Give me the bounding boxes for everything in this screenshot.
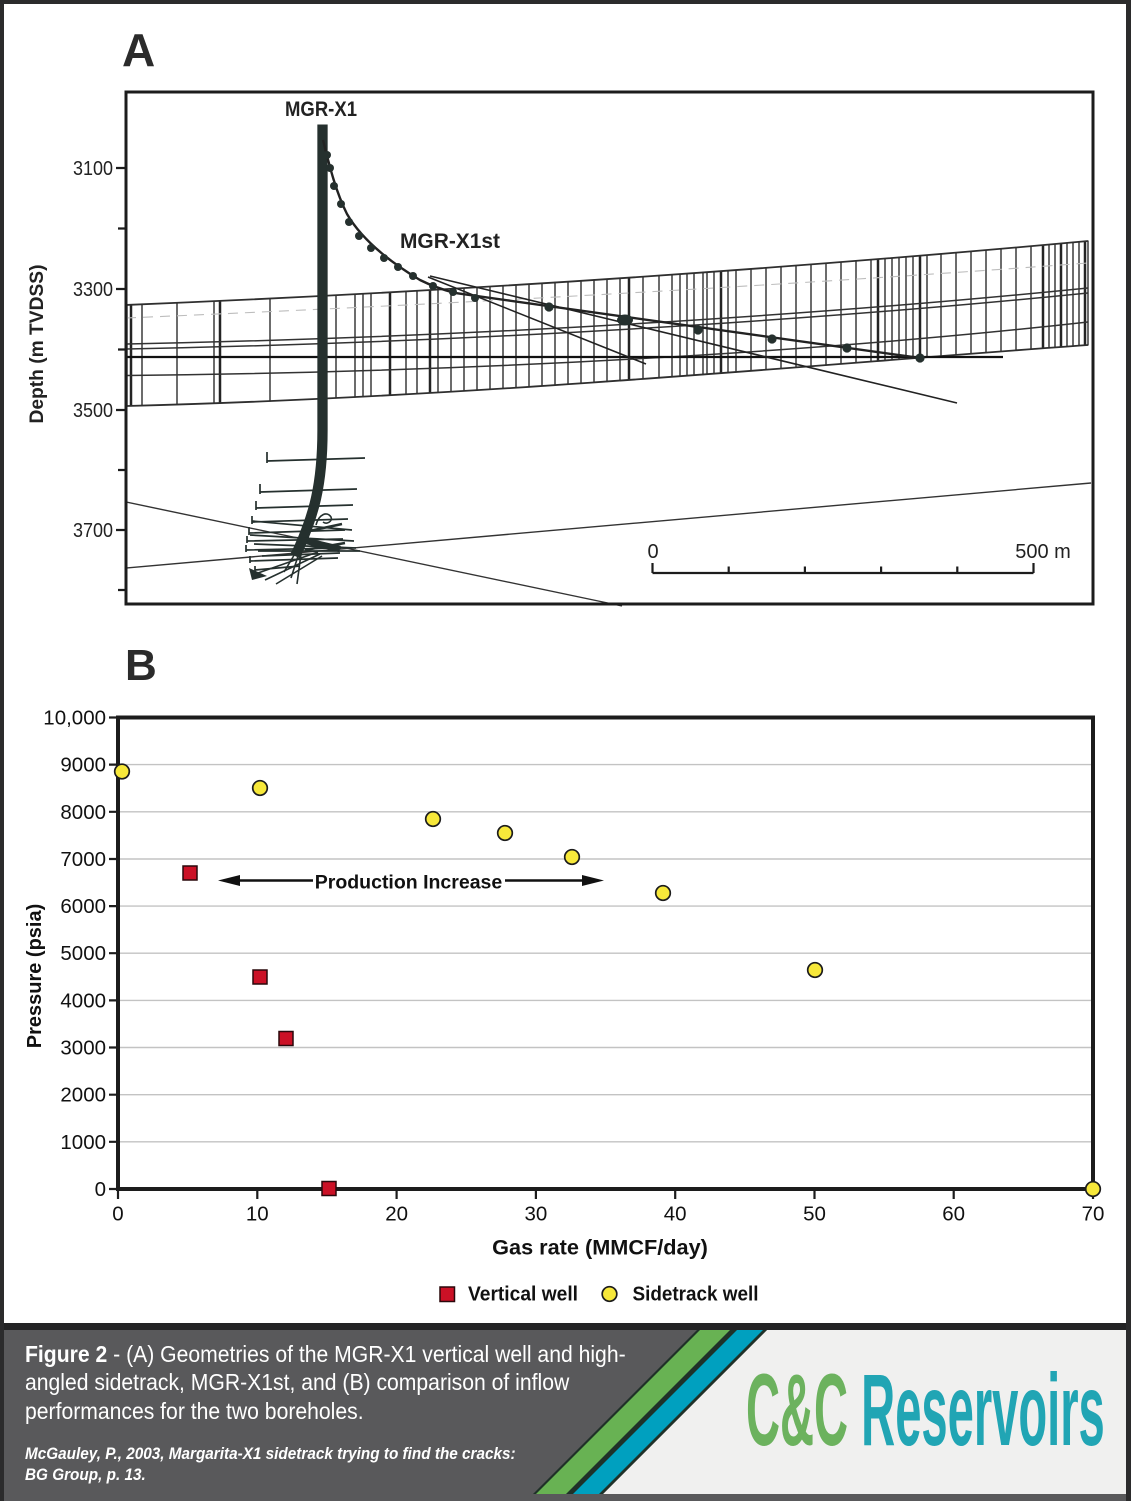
svg-text:Pressure (psia): Pressure (psia) <box>24 904 46 1049</box>
svg-text:3700: 3700 <box>73 520 113 542</box>
svg-text:MGR-X1st: MGR-X1st <box>400 229 500 253</box>
svg-text:A: A <box>122 24 155 76</box>
svg-text:Vertical well: Vertical well <box>468 1284 578 1306</box>
svg-text:Depth (m TVDSS): Depth (m TVDSS) <box>26 265 48 424</box>
svg-text:4000: 4000 <box>60 989 106 1012</box>
svg-text:3300: 3300 <box>73 279 113 301</box>
svg-text:Gas rate (MMCF/day): Gas rate (MMCF/day) <box>492 1235 708 1260</box>
svg-text:40: 40 <box>664 1203 687 1226</box>
svg-text:70: 70 <box>1082 1203 1105 1226</box>
svg-text:500 m: 500 m <box>1015 541 1071 563</box>
svg-text:B: B <box>125 641 157 690</box>
svg-text:8000: 8000 <box>60 801 106 824</box>
svg-text:Sidetrack well: Sidetrack well <box>633 1284 759 1306</box>
svg-text:3100: 3100 <box>73 158 113 180</box>
svg-text:30: 30 <box>524 1203 547 1226</box>
svg-text:C&C Reservoirs: C&C Reservoirs <box>746 1353 1105 1467</box>
svg-text:5000: 5000 <box>60 942 106 965</box>
svg-text:2000: 2000 <box>60 1084 106 1107</box>
svg-text:60: 60 <box>942 1203 965 1226</box>
svg-text:10: 10 <box>246 1203 269 1226</box>
svg-text:0: 0 <box>647 541 658 563</box>
svg-text:0: 0 <box>112 1203 123 1226</box>
svg-text:Production Increase: Production Increase <box>315 872 503 894</box>
svg-text:7000: 7000 <box>60 848 106 871</box>
svg-text:50: 50 <box>803 1203 826 1226</box>
svg-text:9000: 9000 <box>60 754 106 777</box>
svg-text:20: 20 <box>385 1203 408 1226</box>
svg-text:3000: 3000 <box>60 1037 106 1060</box>
svg-text:0: 0 <box>95 1178 106 1201</box>
svg-text:3500: 3500 <box>73 400 113 422</box>
svg-text:10,000: 10,000 <box>43 707 106 730</box>
svg-text:6000: 6000 <box>60 895 106 918</box>
svg-text:MGR-X1: MGR-X1 <box>285 97 357 121</box>
svg-text:1000: 1000 <box>60 1131 106 1154</box>
